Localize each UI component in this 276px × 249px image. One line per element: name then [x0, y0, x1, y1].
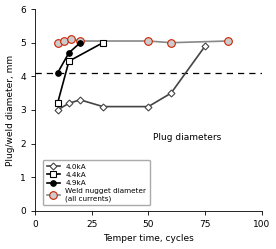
4.4kA — [101, 41, 105, 44]
4.0kA — [79, 98, 82, 101]
4.0kA — [101, 105, 105, 108]
4.0kA — [67, 102, 71, 105]
Line: 4.9kA: 4.9kA — [55, 40, 83, 76]
4.0kA — [203, 45, 207, 48]
4.9kA — [56, 71, 59, 74]
Line: 4.4kA: 4.4kA — [55, 40, 106, 106]
Y-axis label: Plug/weld diameter, mm: Plug/weld diameter, mm — [6, 54, 15, 166]
Legend: 4.0kA, 4.4kA, 4.9kA, Weld nugget diameter
(all currents): 4.0kA, 4.4kA, 4.9kA, Weld nugget diamete… — [43, 160, 150, 205]
4.4kA — [67, 60, 71, 63]
4.0kA — [147, 105, 150, 108]
Line: 4.0kA: 4.0kA — [55, 44, 208, 112]
X-axis label: Temper time, cycles: Temper time, cycles — [103, 235, 194, 244]
4.4kA — [56, 102, 59, 105]
4.9kA — [67, 51, 71, 54]
Text: Plug diameters: Plug diameters — [153, 133, 221, 142]
4.0kA — [169, 92, 173, 95]
4.0kA — [56, 109, 59, 112]
4.9kA — [79, 41, 82, 44]
